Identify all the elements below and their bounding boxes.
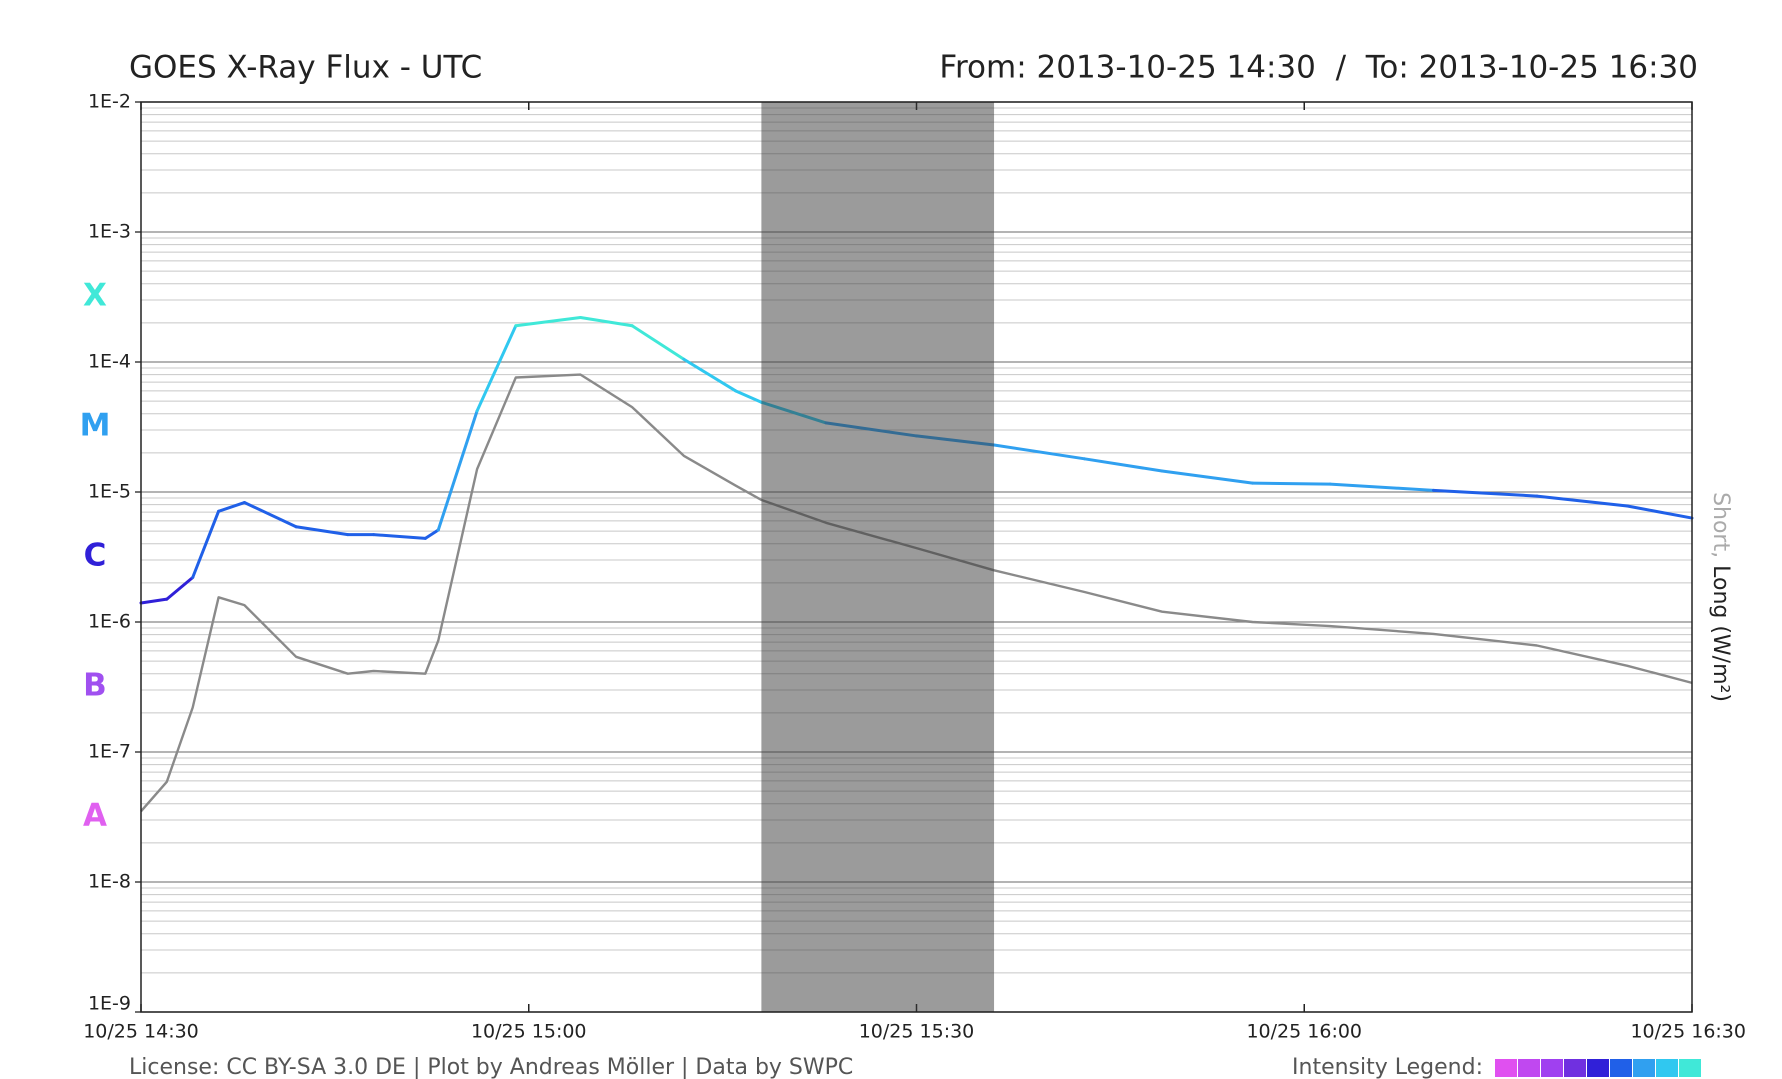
long-line-segment (992, 443, 1087, 461)
shaded-span (761, 102, 995, 1012)
intensity-legend-label: Intensity Legend: (1292, 1055, 1483, 1079)
long-line-segment (578, 315, 634, 328)
long-line-segment (242, 501, 298, 529)
long-line-segment (165, 575, 195, 601)
long-line-segment (1535, 494, 1629, 508)
x-tick-label: 10/25 16:00 (1246, 1021, 1362, 1043)
chart-title: GOES X-Ray Flux - UTC (129, 50, 482, 86)
y-tick-label: 1E-7 (88, 741, 131, 763)
y-axis-label: Short, Long (W/m²) (1708, 492, 1733, 702)
intensity-swatch (1564, 1059, 1586, 1077)
intensity-swatch (1518, 1059, 1540, 1077)
intensity-swatch (1541, 1059, 1563, 1077)
long-line-segment (682, 357, 738, 393)
long-line-segment (372, 533, 427, 540)
long-line-segment (475, 324, 518, 413)
x-tick-label: 10/25 14:30 (83, 1021, 199, 1043)
y-tick-label: 1E-8 (88, 871, 131, 893)
long-line-segment (1625, 504, 1694, 520)
long-line-segment (1160, 469, 1255, 485)
x-tick-label: 10/25 16:30 (1630, 1021, 1746, 1043)
intensity-swatch (1495, 1059, 1517, 1077)
long-line-segment (630, 324, 686, 361)
plot-frame (140, 101, 1693, 1013)
legend-entry: Long (1708, 565, 1733, 618)
y-tick-label: 1E-2 (88, 91, 131, 113)
y-axis-unit: (W/m²) (1708, 625, 1733, 702)
intensity-swatch (1656, 1059, 1678, 1077)
long-line-segment (436, 409, 479, 532)
long-line-segment (1328, 482, 1435, 492)
long-line-segment (734, 389, 763, 404)
y-tick-label: 1E-9 (88, 993, 131, 1015)
long-line-segment (1432, 488, 1539, 498)
footer: License: CC BY-SA 3.0 DE | Plot by Andre… (129, 1055, 853, 1079)
long-line-segment (423, 528, 440, 540)
legend-entry: Short, (1708, 492, 1733, 558)
y-tick-label: 1E-5 (88, 481, 131, 503)
intensity-swatch (1633, 1059, 1655, 1077)
long-line-segment (514, 315, 582, 328)
intensity-swatch (1679, 1059, 1701, 1077)
class-label: B (83, 668, 107, 704)
y-tick-label: 1E-3 (88, 221, 131, 243)
long-line-segment (191, 509, 221, 579)
class-label: M (80, 408, 111, 444)
chart-subtitle: From: 2013-10-25 14:30 / To: 2013-10-25 … (939, 50, 1698, 86)
long-line-segment (294, 525, 350, 537)
x-tick-label: 10/25 15:30 (859, 1021, 975, 1043)
long-line-segment (217, 501, 246, 513)
class-label: X (83, 278, 107, 314)
class-label: C (84, 538, 107, 574)
y-tick-label: 1E-4 (88, 351, 131, 373)
long-line-segment (1251, 481, 1332, 486)
long-line-segment (139, 597, 169, 605)
intensity-swatch (1610, 1059, 1632, 1077)
y-tick-label: 1E-6 (88, 611, 131, 633)
long-line-segment (1083, 457, 1164, 473)
class-label: A (83, 798, 107, 834)
short-line (140, 373, 1693, 813)
intensity-swatch (1587, 1059, 1609, 1077)
x-tick-label: 10/25 15:00 (471, 1021, 587, 1043)
